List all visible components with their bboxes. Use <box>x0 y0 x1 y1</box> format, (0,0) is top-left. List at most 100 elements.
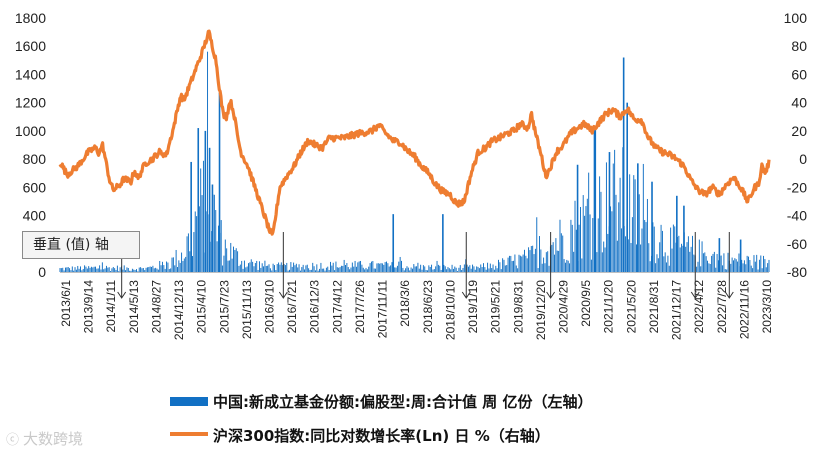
bar-mark <box>560 233 562 272</box>
bar-mark <box>193 232 195 272</box>
bar-mark <box>127 267 129 272</box>
bar-mark <box>641 228 643 272</box>
bar-mark <box>709 263 711 272</box>
bar-mark <box>663 256 665 272</box>
bar-mark <box>461 269 463 272</box>
bar-mark <box>75 269 77 272</box>
bar-mark <box>499 262 501 272</box>
x-tick-label: 2017/4/12 <box>330 280 344 334</box>
bar-mark <box>743 260 745 272</box>
bar-mark <box>437 264 439 272</box>
bar-mark <box>508 255 510 272</box>
bar-mark <box>737 261 739 272</box>
bar-mark <box>92 267 94 272</box>
bar-mark <box>368 266 370 272</box>
bar-mark <box>64 267 66 272</box>
bar-mark <box>309 269 311 272</box>
bar-mark <box>222 265 224 272</box>
bar-mark <box>145 267 147 272</box>
bar-mark <box>467 266 469 272</box>
bar-mark <box>237 251 239 272</box>
legend-line-label: 沪深300指数:同比对数增长率(Ln) 日 %（右轴） <box>213 427 550 445</box>
bar-mark <box>287 270 289 272</box>
bar-mark <box>260 267 262 272</box>
axis-marker-arrow <box>546 232 556 299</box>
right-tick-label: -80 <box>787 264 807 280</box>
right-tick-label: 40 <box>791 95 807 111</box>
bar-mark <box>569 263 571 272</box>
bar-mark <box>552 242 554 272</box>
bar-mark <box>545 252 547 272</box>
bar-mark <box>451 264 453 272</box>
bar-mark <box>198 206 200 272</box>
bar-mark <box>140 267 142 272</box>
right-tick-label: -60 <box>787 236 807 252</box>
bar-mark <box>89 267 91 272</box>
bar-mark <box>125 270 127 272</box>
bar-mark <box>245 267 247 272</box>
bar-mark <box>395 267 397 272</box>
bar-mark <box>746 255 748 272</box>
bar-mark <box>431 264 433 272</box>
bar-mark <box>581 258 583 272</box>
bar-mark <box>429 266 431 272</box>
x-tick-label: 2022/7/28 <box>715 280 729 334</box>
axes: 020040060080010001200140016001800-80-60-… <box>15 10 807 340</box>
bar-spike <box>608 152 611 272</box>
bar-mark <box>679 247 681 272</box>
bar-mark <box>317 270 319 272</box>
bar-mark <box>672 224 674 272</box>
bar-mark <box>107 267 109 272</box>
bar-spike <box>739 239 742 272</box>
bar-mark <box>377 263 379 272</box>
bar-mark <box>243 260 245 272</box>
bar-mark <box>327 266 329 272</box>
bar-mark <box>480 264 482 272</box>
bar-mark <box>167 262 169 272</box>
bar-mark <box>661 230 663 272</box>
bar-mark <box>425 269 427 272</box>
bar-mark <box>313 266 315 272</box>
bar-mark <box>320 262 322 272</box>
bar-mark <box>529 250 531 272</box>
bar-mark <box>741 259 743 272</box>
bar-mark <box>432 269 434 272</box>
bar-mark <box>369 263 371 272</box>
bar-mark <box>477 266 479 272</box>
bar-mark <box>619 177 621 272</box>
bar-mark <box>80 266 81 272</box>
x-tick-label: 2021/1/20 <box>602 280 616 334</box>
right-tick-label: 100 <box>784 10 808 26</box>
bar-mark <box>440 269 442 272</box>
bar-mark <box>69 268 71 272</box>
bar-mark <box>652 222 654 272</box>
bar-mark <box>295 263 297 272</box>
cc-icon: ⓒ <box>6 433 20 448</box>
left-tick-label: 1400 <box>15 66 46 82</box>
bar-mark <box>375 268 377 272</box>
bar-mark <box>258 261 260 272</box>
bar-mark <box>503 259 505 272</box>
bar-mark <box>119 267 121 272</box>
left-tick-label: 1600 <box>15 38 46 54</box>
bar-mark <box>618 202 620 272</box>
bar-mark <box>345 265 346 272</box>
bar-mark <box>620 228 622 272</box>
bar-mark <box>421 269 423 272</box>
bar-mark <box>298 264 300 272</box>
bar-mark <box>593 130 595 272</box>
bar-mark <box>182 260 184 272</box>
bar-mark <box>642 163 644 272</box>
bar-mark <box>596 252 598 272</box>
bar-mark <box>175 249 177 272</box>
bar-mark <box>690 246 692 272</box>
bar-mark <box>754 261 756 272</box>
bar-mark <box>411 268 413 272</box>
bar-mark <box>526 258 528 272</box>
bar-mark <box>414 266 416 272</box>
bar-mark <box>73 270 75 272</box>
bar-mark <box>153 268 155 272</box>
bar-mark <box>321 268 323 272</box>
bar-mark <box>483 263 484 272</box>
bar-mark <box>164 268 166 272</box>
